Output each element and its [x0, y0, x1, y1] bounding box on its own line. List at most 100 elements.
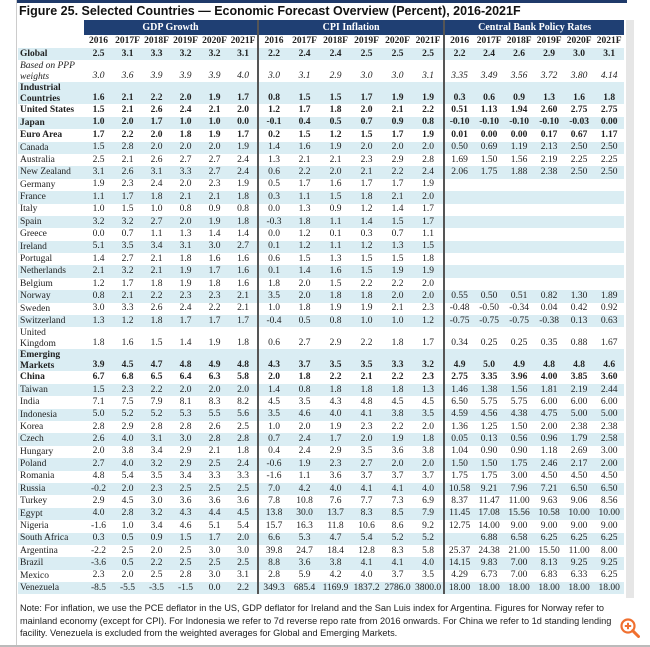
gdp-value-cell: 3.4 — [179, 471, 192, 482]
cb-value-cell — [534, 179, 564, 191]
title-rule — [17, 0, 627, 3]
cb-value-cell — [474, 253, 504, 265]
cb-value-cell — [474, 228, 504, 240]
cpi-value-cell: 0.7 — [257, 433, 290, 446]
cb-value-cell: 1.89 — [594, 290, 625, 303]
cpi-value-cell: 0.9 — [329, 204, 342, 215]
cpi-value-cell: 0.5 — [320, 116, 352, 130]
gdp-value-cell: 2.1 — [237, 303, 249, 314]
cb-value-cell — [443, 277, 475, 291]
scrollbar[interactable] — [626, 20, 634, 598]
gdp-value-cell: 2.4 — [237, 154, 249, 165]
gdp-value-cell: 7.5 — [121, 396, 134, 407]
cpi-value-cell: 1.0 — [257, 420, 290, 434]
gdp-value-cell: 2.0 — [237, 105, 249, 116]
cb-value-cell: 4.50 — [540, 471, 558, 482]
cpi-year-header: 2020F — [385, 36, 410, 46]
cpi-value-cell: 1.5 — [289, 82, 321, 105]
cpi-value-cell: 13.8 — [257, 507, 290, 521]
cpi-value-cell: 2.1 — [360, 372, 373, 383]
table-row: South Africa 0.3 0.5 0.9 1.5 1.7 2.0 6.6 5.3 4.7 5… — [18, 532, 625, 545]
table-row: Based on PPP weights 3.0 3.6 3.9 3.9 3.9 4.0 3.… — [18, 60, 624, 83]
cpi-value-cell: 2.2 — [422, 105, 434, 116]
cb-year-header: 2017F — [476, 36, 502, 46]
cpi-value-cell: 1.9 — [413, 265, 445, 278]
cb-value-cell — [504, 253, 534, 265]
cb-value-cell: 9.00 — [540, 520, 558, 531]
gdp-value-cell: 3.0 — [208, 545, 221, 556]
cb-value-cell: -0.10 — [474, 116, 505, 130]
cpi-value-cell: 0.9 — [382, 116, 414, 130]
gdp-value-cell: 0.0 — [200, 582, 229, 595]
cpi-value-cell: 2.7 — [298, 338, 311, 349]
gdp-value-cell: 5.1 — [84, 240, 113, 254]
cpi-value-cell: 1.1 — [320, 240, 352, 254]
cpi-value-cell: 6.9 — [422, 496, 434, 507]
cpi-value-cell: 3.7 — [360, 471, 373, 482]
gdp-value-cell: 5.4 — [237, 520, 249, 531]
cpi-value-cell: 1.6 — [329, 179, 342, 190]
cpi-value-cell: 7.6 — [329, 496, 342, 507]
zoom-in-icon[interactable] — [620, 618, 640, 638]
cpi-value-cell: 2.0 — [298, 278, 311, 289]
cpi-value-cell: 2.4 — [289, 433, 321, 446]
cb-value-cell: 14.00 — [478, 520, 500, 531]
cb-value-cell: 3.96 — [510, 372, 528, 383]
cpi-value-cell: -1.6 — [257, 470, 290, 483]
cb-value-cell: 0.90 — [510, 446, 528, 457]
cb-value-cell: 4.50 — [570, 471, 588, 482]
cb-value-cell: 18.00 — [564, 582, 595, 595]
gdp-value-cell: 3.1 — [237, 570, 249, 581]
gdp-value-cell: 1.0 — [84, 116, 113, 130]
cpi-value-cell: 4.5 — [422, 396, 434, 407]
gdp-value-cell: 1.6 — [237, 278, 249, 289]
cb-value-cell: 1.6 — [564, 82, 595, 105]
gdp-value-cell: 7.9 — [150, 396, 163, 407]
cpi-value-cell: 3.8 — [320, 557, 352, 570]
cb-value-cell — [564, 204, 594, 216]
cpi-year-header: 2021F — [415, 36, 441, 46]
gdp-value-cell: 2.7 — [121, 253, 134, 264]
cb-value-cell: 2.60 — [540, 105, 558, 116]
gdp-value-cell: 1.8 — [208, 278, 221, 289]
gdp-value-cell: -3.5 — [142, 582, 171, 595]
cpi-value-cell: 1.8 — [289, 215, 321, 229]
cpi-value-cell: 3.0 — [391, 71, 404, 82]
cpi-value-cell: 1.2 — [329, 129, 342, 140]
cb-value-cell: 1.56 — [510, 154, 528, 165]
gdp-value-cell: 5.5 — [200, 408, 229, 421]
cpi-value-cell: 4.3 — [257, 349, 290, 372]
cb-value-cell: 14.15 — [443, 557, 475, 570]
cpi-value-cell: 2.2 — [391, 372, 404, 383]
gdp-value-cell: 5.4 — [121, 471, 134, 482]
gdp-value-cell: 6.4 — [179, 372, 192, 383]
cb-value-cell: 0.25 — [510, 338, 528, 349]
cpi-value-cell: 1.8 — [320, 383, 352, 397]
cb-value-cell — [564, 191, 595, 204]
gdp-value-cell: 1.9 — [208, 338, 221, 349]
cb-value-cell: 4.6 — [594, 349, 625, 372]
gdp-value-cell: 1.7 — [171, 315, 200, 328]
cpi-value-cell: 30.0 — [289, 507, 321, 521]
gdp-value-cell: 5.2 — [142, 408, 171, 421]
country-label: Sweden — [20, 303, 51, 314]
gdp-value-cell: 2.0 — [179, 179, 192, 190]
gdp-value-cell: 2.5 — [121, 545, 134, 556]
gdp-value-cell: 2.9 — [171, 458, 200, 471]
gdp-value-cell: 2.8 — [200, 433, 229, 446]
gdp-year-header: 2019F — [173, 36, 198, 46]
cpi-value-cell: 2.9 — [391, 154, 404, 165]
cb-value-cell: 10.58 — [443, 482, 475, 496]
cb-value-cell: 1.17 — [600, 129, 618, 140]
gdp-value-cell: 2.0 — [200, 383, 229, 397]
cpi-value-cell: 2.8 — [422, 154, 434, 165]
cpi-value-cell: 4.1 — [351, 557, 383, 570]
gdp-value-cell: 1.0 — [150, 204, 163, 215]
cb-value-cell: 1.3 — [534, 82, 565, 105]
cb-value-cell: 1.8 — [594, 82, 625, 105]
cpi-value-cell: 0.1 — [329, 228, 342, 239]
cpi-value-cell: 1.7 — [413, 215, 445, 229]
cb-value-cell: 24.38 — [478, 545, 500, 556]
cb-value-cell: 5.75 — [480, 396, 498, 407]
cpi-value-cell: 16.3 — [296, 520, 313, 531]
